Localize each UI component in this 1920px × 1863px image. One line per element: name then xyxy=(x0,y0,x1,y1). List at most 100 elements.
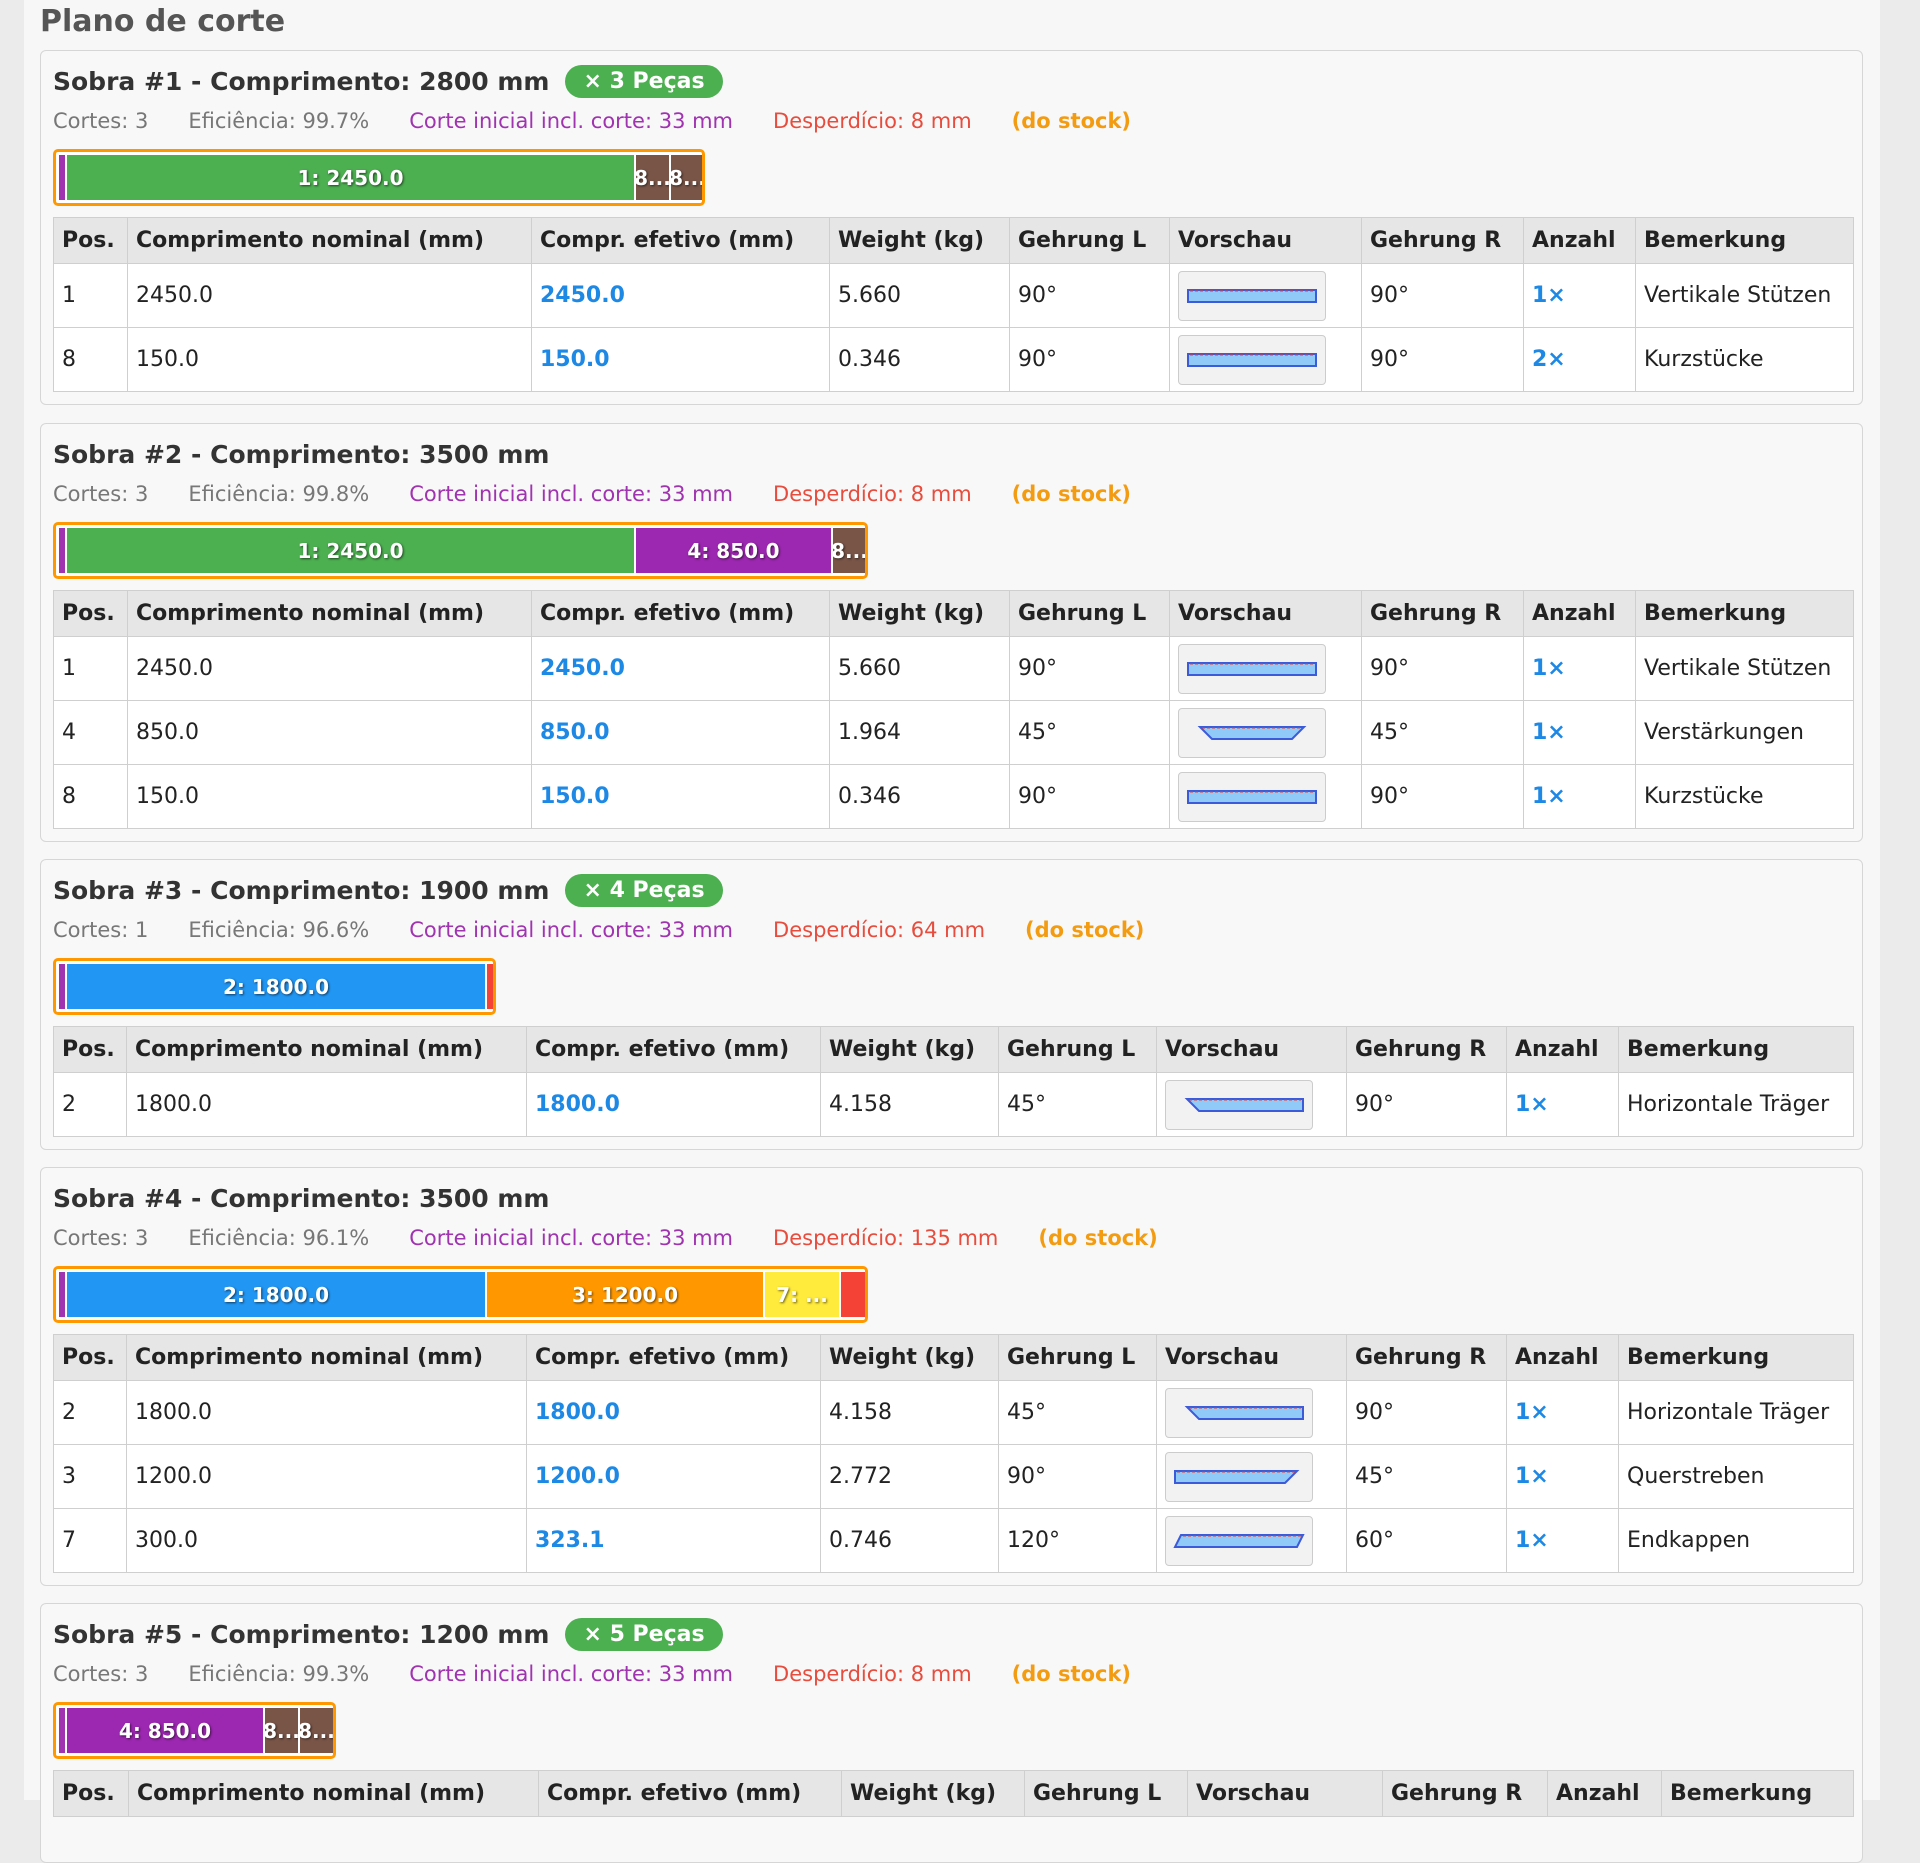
profile-preview-icon xyxy=(1178,334,1326,385)
cell-pos: 7 xyxy=(53,1508,127,1573)
bar-segment-piece-8[interactable]: 8... xyxy=(636,155,669,200)
sobra-card: Sobra #2 - Comprimento: 3500 mm Cortes: … xyxy=(40,423,1863,842)
initial-cut: Corte inicial incl. corte: 33 mm xyxy=(409,482,734,506)
cutting-bar: 1: 2450.0 8... 8... xyxy=(53,149,705,206)
col-pos: Pos. xyxy=(53,1026,127,1073)
cell-anzahl: 2× xyxy=(1523,327,1636,392)
cell-weight: 0.746 xyxy=(820,1508,999,1573)
cell-nominal: 1800.0 xyxy=(126,1380,527,1445)
cell-gehrung-l: 90° xyxy=(1009,263,1170,328)
col-anzahl: Anzahl xyxy=(1506,1334,1619,1381)
cell-gehrung-r: 90° xyxy=(1361,263,1524,328)
stock-label: (do stock) xyxy=(1025,918,1145,942)
stock-label: (do stock) xyxy=(1038,1226,1158,1250)
col-pos: Pos. xyxy=(53,590,128,637)
cell-gehrung-r: 45° xyxy=(1361,700,1524,765)
cell-gehrung-l: 90° xyxy=(998,1444,1157,1509)
profile-preview-icon xyxy=(1178,643,1326,694)
cell-gehrung-r: 90° xyxy=(1361,764,1524,829)
bar-segment-piece-1[interactable]: 1: 2450.0 xyxy=(67,528,634,573)
stock-label: (do stock) xyxy=(1011,109,1132,133)
bar-segment-piece-8[interactable]: 8... xyxy=(671,155,702,200)
col-anzahl: Anzahl xyxy=(1523,217,1636,264)
bar-segment-piece-8[interactable]: 8... xyxy=(300,1708,333,1753)
pieces-badge[interactable]: × 3 Peças xyxy=(565,64,723,98)
cell-efetivo: 2450.0 xyxy=(531,263,830,328)
bar-segment-piece-2[interactable]: 2: 1800.0 xyxy=(67,964,485,1009)
cell-weight: 4.158 xyxy=(820,1380,999,1445)
cuts-count: Cortes: 3 xyxy=(53,1226,149,1250)
col-gehrung-l: Gehrung L xyxy=(1009,590,1170,637)
cell-preview xyxy=(1169,327,1362,392)
col-pos: Pos. xyxy=(53,217,128,264)
bar-segment-waste[interactable] xyxy=(841,1272,865,1317)
table-header-row: Pos. Comprimento nominal (mm) Compr. efe… xyxy=(53,217,1854,264)
cell-anzahl: 1× xyxy=(1523,263,1636,328)
cell-weight: 5.660 xyxy=(829,636,1010,701)
parts-table: Pos. Comprimento nominal (mm) Compr. efe… xyxy=(53,217,1854,392)
col-nominal: Comprimento nominal (mm) xyxy=(126,1334,527,1381)
col-vorschau: Vorschau xyxy=(1187,1770,1383,1817)
cuts-count: Cortes: 3 xyxy=(53,482,149,506)
cell-efetivo: 150.0 xyxy=(531,327,830,392)
bar-segment-piece-2[interactable]: 2: 1800.0 xyxy=(67,1272,485,1317)
col-weight: Weight (kg) xyxy=(841,1770,1025,1817)
parts-table: Pos. Comprimento nominal (mm) Compr. efe… xyxy=(53,1026,1854,1137)
col-nominal: Comprimento nominal (mm) xyxy=(126,1026,527,1073)
sobra-card: Sobra #5 - Comprimento: 1200 mm × 5 Peça… xyxy=(40,1603,1863,1863)
col-efetivo: Compr. efetivo (mm) xyxy=(526,1334,821,1381)
table-row[interactable]: 8 150.0 150.0 0.346 90° 90° 2× Kurzstück… xyxy=(53,327,1854,392)
initial-cut-marker xyxy=(59,1272,65,1317)
cell-bemerkung: Vertikale Stützen xyxy=(1635,263,1854,328)
table-row[interactable]: 1 2450.0 2450.0 5.660 90° 90° 1× Vertika… xyxy=(53,263,1854,328)
bar-segment-piece-4[interactable]: 4: 850.0 xyxy=(636,528,831,573)
bar-segment-waste[interactable] xyxy=(487,964,493,1009)
cell-gehrung-r: 90° xyxy=(1346,1072,1507,1137)
efficiency: Eficiência: 99.7% xyxy=(188,109,370,133)
cell-preview xyxy=(1156,1380,1347,1445)
sobra-stats: Cortes: 3 Eficiência: 99.7% Corte inicia… xyxy=(53,109,1171,133)
cell-preview xyxy=(1169,636,1362,701)
table-row[interactable]: 3 1200.0 1200.0 2.772 90° 45° 1× Querstr… xyxy=(53,1444,1854,1509)
cell-gehrung-l: 90° xyxy=(1009,764,1170,829)
waste: Desperdício: 8 mm xyxy=(773,1662,972,1686)
cell-weight: 1.964 xyxy=(829,700,1010,765)
cell-preview xyxy=(1169,764,1362,829)
pieces-badge[interactable]: × 4 Peças xyxy=(565,873,723,907)
cell-anzahl: 1× xyxy=(1523,764,1636,829)
cell-bemerkung: Querstreben xyxy=(1618,1444,1854,1509)
cell-bemerkung: Vertikale Stützen xyxy=(1635,636,1854,701)
cell-pos: 8 xyxy=(53,764,128,829)
bar-segment-piece-8[interactable]: 8... xyxy=(265,1708,298,1753)
table-header-row: Pos. Comprimento nominal (mm) Compr. efe… xyxy=(53,1026,1854,1073)
bar-segment-piece-3[interactable]: 3: 1200.0 xyxy=(487,1272,763,1317)
table-row[interactable]: 2 1800.0 1800.0 4.158 45° 90° 1× Horizon… xyxy=(53,1380,1854,1445)
bar-segment-piece-8[interactable]: 8... xyxy=(833,528,865,573)
sobra-card: Sobra #4 - Comprimento: 3500 mm Cortes: … xyxy=(40,1167,1863,1586)
col-vorschau: Vorschau xyxy=(1169,217,1362,264)
table-row[interactable]: 4 850.0 850.0 1.964 45° 45° 1× Verstärku… xyxy=(53,700,1854,765)
table-row[interactable]: 2 1800.0 1800.0 4.158 45° 90° 1× Horizon… xyxy=(53,1072,1854,1137)
bar-segment-piece-4[interactable]: 4: 850.0 xyxy=(67,1708,263,1753)
table-row[interactable]: 1 2450.0 2450.0 5.660 90° 90° 1× Vertika… xyxy=(53,636,1854,701)
pieces-badge[interactable]: × 5 Peças xyxy=(565,1617,723,1651)
cell-efetivo: 850.0 xyxy=(531,700,830,765)
sobra-header: Sobra #1 - Comprimento: 2800 mm × 3 Peça… xyxy=(53,61,723,101)
cell-gehrung-l: 90° xyxy=(1009,327,1170,392)
cutting-bar: 2: 1800.0 3: 1200.0 7: ... xyxy=(53,1266,868,1323)
col-efetivo: Compr. efetivo (mm) xyxy=(531,217,830,264)
cell-nominal: 150.0 xyxy=(127,764,532,829)
cell-weight: 4.158 xyxy=(820,1072,999,1137)
profile-preview-icon xyxy=(1165,1515,1313,1566)
cell-weight: 2.772 xyxy=(820,1444,999,1509)
cell-efetivo: 150.0 xyxy=(531,764,830,829)
col-anzahl: Anzahl xyxy=(1506,1026,1619,1073)
table-row[interactable]: 8 150.0 150.0 0.346 90° 90° 1× Kurzstück… xyxy=(53,764,1854,829)
initial-cut: Corte inicial incl. corte: 33 mm xyxy=(409,1662,734,1686)
table-row[interactable]: 7 300.0 323.1 0.746 120° 60° 1× Endkappe… xyxy=(53,1508,1854,1573)
bar-segment-piece-1[interactable]: 1: 2450.0 xyxy=(67,155,634,200)
bar-segment-piece-7[interactable]: 7: ... xyxy=(765,1272,839,1317)
sobra-title: Sobra #4 - Comprimento: 3500 mm xyxy=(53,1183,550,1213)
cell-gehrung-r: 90° xyxy=(1361,327,1524,392)
col-vorschau: Vorschau xyxy=(1156,1026,1347,1073)
